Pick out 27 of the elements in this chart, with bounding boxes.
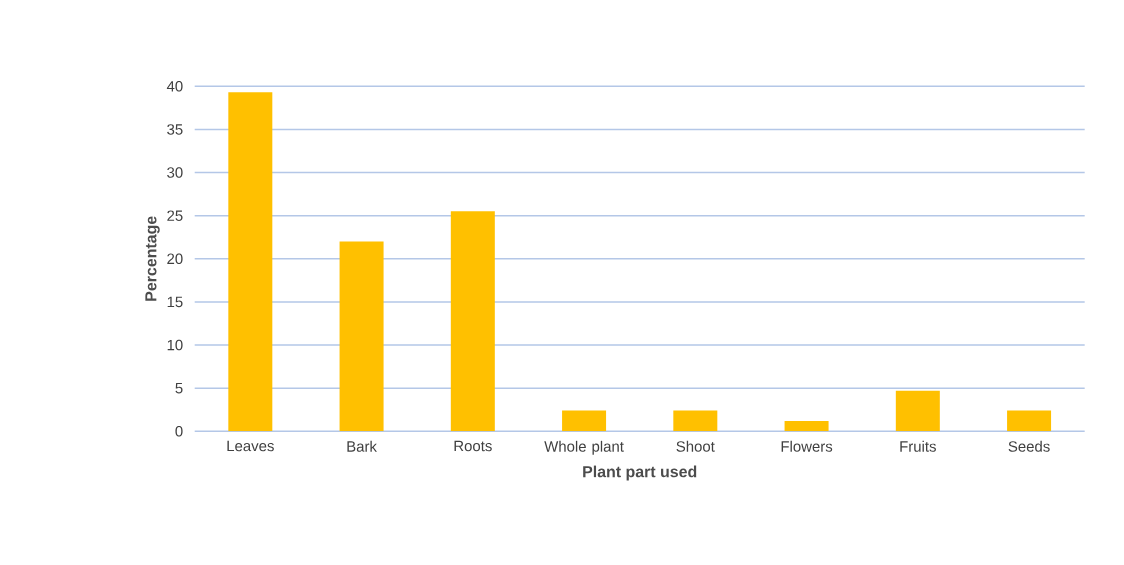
y-tick-label: 0: [175, 426, 183, 437]
bar: [562, 410, 607, 432]
x-tick-label: Whole plant: [544, 440, 624, 455]
y-tick-label: 10: [167, 339, 183, 351]
x-axis-title: Plant part used: [583, 465, 697, 481]
bar: [450, 211, 495, 432]
x-tick-label: Shoot: [676, 440, 715, 452]
bar: [1007, 410, 1052, 432]
y-tick-label: 20: [167, 253, 183, 265]
y-tick-label: 40: [166, 81, 183, 92]
y-tick-label: 5: [175, 382, 183, 394]
x-tick-label: Roots: [454, 440, 492, 452]
bar: [784, 420, 829, 432]
bar: [339, 241, 384, 432]
x-tick-label: Leaves: [227, 440, 274, 452]
bar: [228, 92, 273, 432]
y-tick-label: 15: [167, 296, 183, 308]
x-tick-label: Bark: [347, 440, 377, 452]
bar: [895, 390, 940, 432]
x-tick-label: Flowers: [781, 440, 833, 452]
x-tick-label: Fruits: [900, 440, 936, 452]
x-tick-label: Seeds: [1008, 440, 1050, 452]
y-tick-label: 30: [167, 167, 183, 178]
y-tick-label: 25: [167, 210, 183, 221]
y-axis-title: Percentage: [145, 216, 160, 301]
bar: [673, 410, 718, 432]
y-tick-label: 35: [167, 124, 183, 135]
